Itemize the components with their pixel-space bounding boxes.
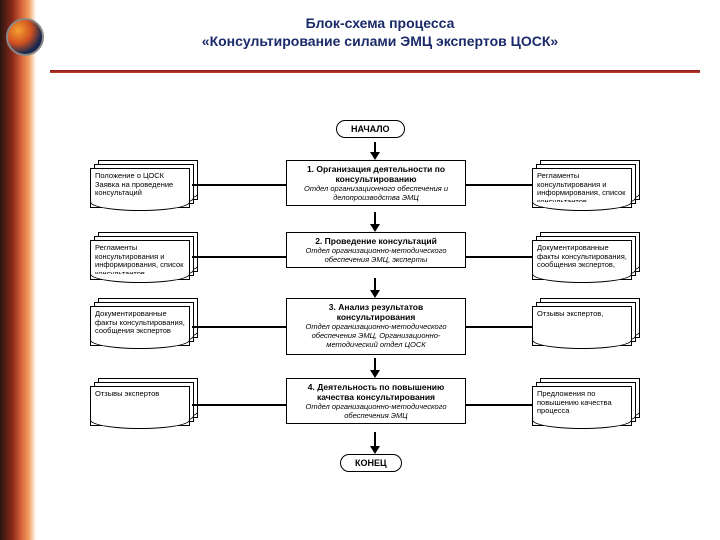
doc-stack-right-2: Документированные факты консультирования…	[532, 232, 642, 280]
connector	[466, 184, 532, 186]
connector	[192, 256, 286, 258]
arrow-down-icon	[370, 446, 380, 454]
doc-stack-right-1: Регламенты консультирования и информиров…	[532, 160, 642, 208]
step-subtitle: Отдел организационно-методического обесп…	[291, 246, 461, 264]
doc-text: Отзывы экспертов	[90, 386, 190, 426]
doc-text: Положение о ЦОСК Заявка на проведение ко…	[90, 168, 190, 208]
connector	[374, 142, 376, 152]
doc-stack-left-4: Отзывы экспертов	[90, 378, 200, 426]
doc-stack-left-2: Регламенты консультирования и информиров…	[90, 232, 200, 280]
step-title: 2. Проведение консультаций	[291, 236, 461, 246]
arrow-down-icon	[370, 152, 380, 160]
connector	[374, 278, 376, 290]
connector	[374, 432, 376, 446]
step-subtitle: Отдел организационного обеспечения и дел…	[291, 184, 461, 202]
step-title: 4. Деятельность по повышению качества ко…	[291, 382, 461, 402]
connector	[192, 184, 286, 186]
title-line-2: «Консультирование силами ЭМЦ экспертов Ц…	[202, 33, 558, 49]
flowchart: НАЧАЛО Положение о ЦОСК Заявка на провед…	[90, 120, 660, 520]
title-line-1: Блок-схема процесса	[306, 15, 455, 31]
page-header: Блок-схема процесса «Консультирование си…	[60, 14, 700, 50]
doc-text: Регламенты консультирования и информиров…	[532, 168, 632, 208]
doc-text: Предложения по повышению качества процес…	[532, 386, 632, 426]
connector	[466, 404, 532, 406]
doc-stack-right-3: Отзывы экспертов,	[532, 298, 642, 346]
terminator-start: НАЧАЛО	[336, 120, 405, 138]
connector	[374, 212, 376, 224]
connector	[466, 256, 532, 258]
step-title: 3. Анализ результатов консультирования	[291, 302, 461, 322]
process-step-1: 1. Организация деятельности по консульти…	[286, 160, 466, 206]
step-subtitle: Отдел организационно-методического обесп…	[291, 402, 461, 420]
process-step-2: 2. Проведение консультаций Отдел организ…	[286, 232, 466, 268]
arrow-down-icon	[370, 290, 380, 298]
process-step-4: 4. Деятельность по повышению качества ко…	[286, 378, 466, 424]
connector	[374, 358, 376, 370]
doc-text: Отзывы экспертов,	[532, 306, 632, 346]
connector	[466, 326, 532, 328]
connector	[192, 404, 286, 406]
doc-stack-left-3: Документированные факты консультирования…	[90, 298, 200, 346]
connector	[192, 326, 286, 328]
arrow-down-icon	[370, 370, 380, 378]
logo-icon	[6, 18, 44, 56]
doc-stack-left-1: Положение о ЦОСК Заявка на проведение ко…	[90, 160, 200, 208]
step-title: 1. Организация деятельности по консульти…	[291, 164, 461, 184]
doc-text: Документированные факты консультирования…	[532, 240, 632, 280]
doc-text: Документированные факты консультирования…	[90, 306, 190, 346]
step-subtitle: Отдел организационно-методического обесп…	[291, 322, 461, 349]
left-gradient-strip	[0, 0, 36, 540]
doc-text: Регламенты консультирования и информиров…	[90, 240, 190, 280]
arrow-down-icon	[370, 224, 380, 232]
terminator-end: КОНЕЦ	[340, 454, 402, 472]
process-step-3: 3. Анализ результатов консультирования О…	[286, 298, 466, 355]
header-rule	[50, 70, 700, 73]
doc-stack-right-4: Предложения по повышению качества процес…	[532, 378, 642, 426]
